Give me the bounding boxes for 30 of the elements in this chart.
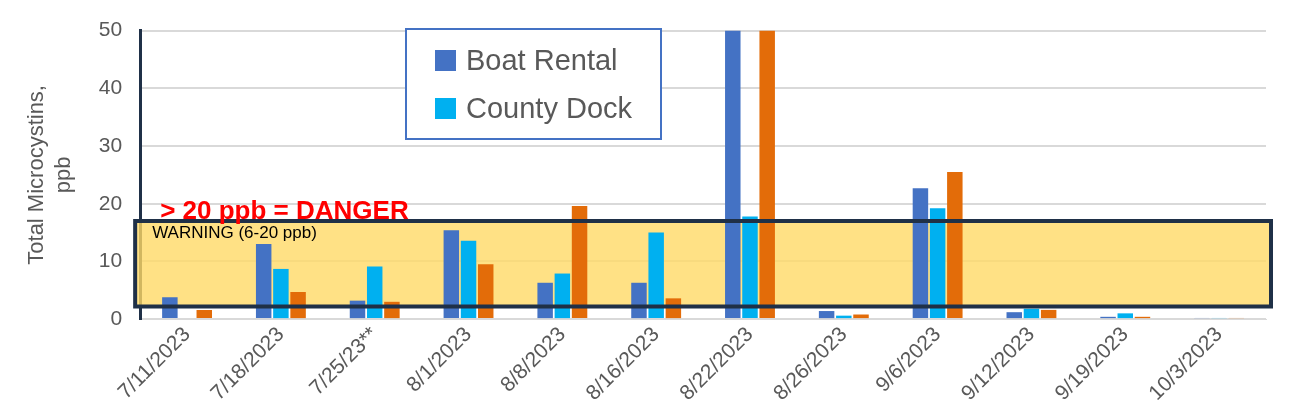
y-tick-label: 40 xyxy=(98,75,123,99)
y-axis-title: Total Microcystins, ppb xyxy=(23,85,75,265)
bar xyxy=(1006,312,1022,319)
bar xyxy=(947,171,963,319)
y-tick-label: 20 xyxy=(98,190,123,214)
bar xyxy=(1040,309,1057,319)
bar xyxy=(443,230,460,319)
bar xyxy=(255,244,272,319)
bar xyxy=(1117,313,1134,319)
bar xyxy=(725,30,741,319)
legend-label: Boat Rental xyxy=(465,42,619,78)
y-tick-label: 0 xyxy=(110,305,123,329)
bar xyxy=(273,268,289,319)
y-tick-label: 30 xyxy=(98,132,123,156)
y-tick-label: 10 xyxy=(98,248,123,272)
bar xyxy=(742,216,758,319)
bar xyxy=(912,188,929,319)
bar xyxy=(929,208,946,319)
bar xyxy=(818,311,835,319)
bar xyxy=(648,232,664,319)
bar xyxy=(1023,308,1040,319)
band-label: WARNING (6-20 ppb) xyxy=(152,223,317,243)
bar xyxy=(477,264,494,319)
bar xyxy=(460,240,477,319)
bar xyxy=(196,309,213,319)
bar xyxy=(759,30,775,319)
legend-label: County Dock xyxy=(465,90,633,126)
annotation: > 20 ppb = DANGER xyxy=(160,195,409,226)
bar xyxy=(571,206,588,319)
y-tick-label: 50 xyxy=(98,17,123,41)
